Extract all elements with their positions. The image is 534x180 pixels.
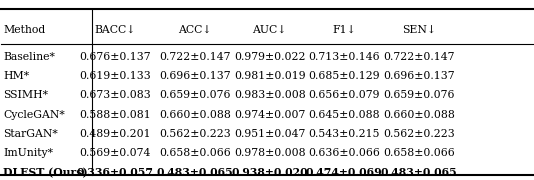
Text: 0.938±0.020: 0.938±0.020 [231,167,308,178]
Text: 0.981±0.019: 0.981±0.019 [234,71,305,81]
Text: 0.658±0.066: 0.658±0.066 [383,148,454,158]
Text: 0.636±0.066: 0.636±0.066 [308,148,380,158]
Text: BACC↓: BACC↓ [95,25,136,35]
Text: 0.978±0.008: 0.978±0.008 [234,148,305,158]
Text: HM*: HM* [3,71,29,81]
Text: DLEST (Ours): DLEST (Ours) [3,167,88,178]
Text: 0.660±0.088: 0.660±0.088 [383,110,455,120]
Text: 0.562±0.223: 0.562±0.223 [383,129,454,139]
Text: 0.543±0.215: 0.543±0.215 [309,129,380,139]
Text: 0.676±0.137: 0.676±0.137 [80,52,151,62]
Text: 0.974±0.007: 0.974±0.007 [234,110,305,120]
Text: 0.483±0.065: 0.483±0.065 [156,167,233,178]
Text: StarGAN*: StarGAN* [3,129,58,139]
Text: SSIMH*: SSIMH* [3,90,49,100]
Text: 0.562±0.223: 0.562±0.223 [159,129,231,139]
Text: 0.722±0.147: 0.722±0.147 [159,52,231,62]
Text: 0.645±0.088: 0.645±0.088 [309,110,380,120]
Text: ACC↓: ACC↓ [178,25,212,35]
Text: 0.336±0.057: 0.336±0.057 [77,167,154,178]
Text: 0.483±0.065: 0.483±0.065 [380,167,457,178]
Text: AUC↓: AUC↓ [253,25,287,35]
Text: Baseline*: Baseline* [3,52,55,62]
Text: ImUnity*: ImUnity* [3,148,53,158]
Text: 0.979±0.022: 0.979±0.022 [234,52,305,62]
Text: 0.673±0.083: 0.673±0.083 [80,90,151,100]
Text: 0.659±0.076: 0.659±0.076 [383,90,454,100]
Text: 0.685±0.129: 0.685±0.129 [309,71,380,81]
Text: 0.619±0.133: 0.619±0.133 [80,71,151,81]
Text: SEN↓: SEN↓ [402,25,436,35]
Text: 0.713±0.146: 0.713±0.146 [309,52,380,62]
Text: 0.660±0.088: 0.660±0.088 [159,110,231,120]
Text: 0.489±0.201: 0.489±0.201 [80,129,151,139]
Text: F1↓: F1↓ [332,25,356,35]
Text: 0.474±0.069: 0.474±0.069 [306,167,382,178]
Text: 0.951±0.047: 0.951±0.047 [234,129,305,139]
Text: CycleGAN*: CycleGAN* [3,110,65,120]
Text: 0.696±0.137: 0.696±0.137 [159,71,231,81]
Text: 0.658±0.066: 0.658±0.066 [159,148,231,158]
Text: 0.656±0.079: 0.656±0.079 [309,90,380,100]
Text: 0.983±0.008: 0.983±0.008 [234,90,305,100]
Text: 0.569±0.074: 0.569±0.074 [80,148,151,158]
Text: Method: Method [3,25,45,35]
Text: 0.659±0.076: 0.659±0.076 [159,90,231,100]
Text: 0.722±0.147: 0.722±0.147 [383,52,454,62]
Text: 0.588±0.081: 0.588±0.081 [80,110,151,120]
Text: 0.696±0.137: 0.696±0.137 [383,71,454,81]
